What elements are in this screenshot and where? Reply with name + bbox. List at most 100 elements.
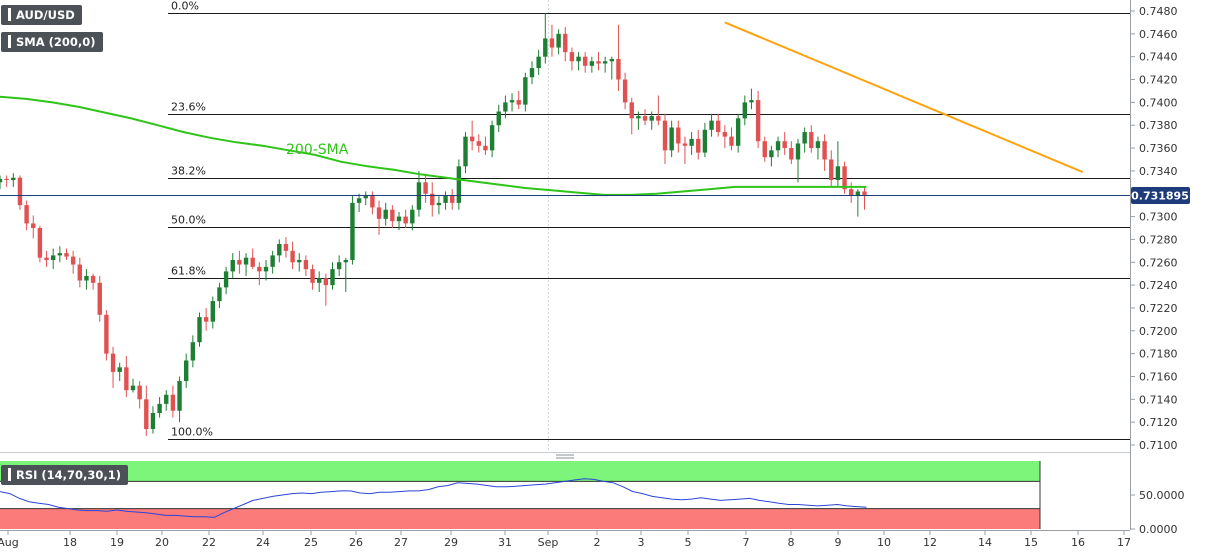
candle-body <box>117 367 122 372</box>
candle-up <box>350 196 355 265</box>
candle-down <box>170 385 176 418</box>
candle-body <box>330 269 335 286</box>
x-tick-label: Sep <box>538 536 559 549</box>
x-tick-label: 7 <box>743 536 750 549</box>
candle-down <box>290 241 295 270</box>
candle-body <box>516 100 521 105</box>
candle-down <box>822 134 827 171</box>
candle-body <box>742 102 747 119</box>
candle-up <box>243 253 249 276</box>
rsi-overbought-zone <box>0 461 1040 482</box>
indicator-badge[interactable]: SMA (200,0) <box>1 32 103 52</box>
candle-body <box>543 38 548 57</box>
fib-label: 100.0% <box>171 426 213 439</box>
rsi-badge[interactable]: RSI (14,70,30,1) <box>1 465 129 485</box>
candle-body <box>343 259 348 263</box>
candle-down <box>323 273 329 306</box>
candle-body <box>396 216 402 222</box>
candle-body <box>489 125 495 151</box>
candle-body <box>755 100 761 142</box>
y-tick-label: 0.7220 <box>1139 302 1178 315</box>
candle-body <box>336 262 342 270</box>
candle-down <box>203 307 209 331</box>
candle-body <box>795 143 801 160</box>
candle-body <box>390 209 395 222</box>
candle-body <box>263 266 269 272</box>
candle-down <box>44 250 49 267</box>
candle-up <box>197 312 202 347</box>
candle-body <box>104 314 109 354</box>
candle-down <box>849 182 854 203</box>
candle-body <box>184 360 189 382</box>
trendline <box>724 21 1084 173</box>
candle-up <box>436 196 442 215</box>
candle-up <box>749 88 754 110</box>
candle-body <box>609 58 614 62</box>
candle-body <box>682 143 688 146</box>
candle-up <box>223 266 229 295</box>
candle-up <box>270 250 275 274</box>
candle-up <box>51 248 56 270</box>
y-tick-label: 0.7360 <box>1139 142 1178 155</box>
candle-down <box>622 72 628 110</box>
candle-body <box>70 256 76 265</box>
candle-body <box>496 111 501 126</box>
candle-body <box>303 259 309 270</box>
candle-body <box>842 166 847 190</box>
candle-down <box>4 175 9 187</box>
candle-down <box>310 264 315 290</box>
candle-down <box>403 209 408 228</box>
candle-down <box>70 250 76 274</box>
candle-down <box>842 161 847 194</box>
candle-body <box>243 257 249 265</box>
candle-up <box>496 104 501 133</box>
candle-up <box>855 189 861 217</box>
candle-up <box>0 175 3 190</box>
candle-down <box>257 262 262 286</box>
candle-down <box>124 355 129 398</box>
pane-resize-handle[interactable] <box>556 454 574 459</box>
x-tick-label: 5 <box>685 536 692 549</box>
candle-body <box>662 120 668 151</box>
candle-up <box>410 205 415 231</box>
candle-down <box>283 237 289 258</box>
y-tick-label: 0.7280 <box>1139 233 1178 246</box>
x-tick-label: 19 <box>110 536 124 549</box>
y-tick-label: 0.7400 <box>1139 96 1178 109</box>
candle-body <box>383 209 388 219</box>
candle-body <box>84 275 89 281</box>
rsi-oversold-zone <box>0 508 1040 529</box>
candle-body <box>722 132 728 137</box>
candle-down <box>37 225 43 263</box>
candle-body <box>523 77 528 105</box>
candle-down <box>716 113 721 137</box>
candle-body <box>177 381 182 411</box>
candle-down <box>616 24 621 91</box>
candle-up <box>57 246 63 263</box>
candle-down <box>829 150 834 187</box>
fib-label: 61.8% <box>171 265 206 278</box>
candle-up <box>164 390 169 411</box>
x-tick-label: 25 <box>304 536 318 549</box>
candle-up <box>589 56 595 73</box>
candle-up <box>669 120 674 158</box>
candle-up <box>503 95 508 119</box>
candle-body <box>476 141 481 146</box>
rsi-label: RSI (14,70,30,1) <box>16 468 122 482</box>
fib-label: 38.2% <box>171 165 206 178</box>
candle-body <box>31 223 36 228</box>
symbol-badge[interactable]: AUD/USD <box>1 5 82 25</box>
candle-body <box>90 275 96 283</box>
x-tick-label: 15 <box>1024 536 1038 549</box>
candle-up <box>536 49 541 75</box>
y-tick-label: 0.7100 <box>1139 439 1178 452</box>
candle-up <box>456 159 462 210</box>
y-tick-label: 0.7480 <box>1139 5 1178 18</box>
candle-body <box>283 243 289 251</box>
candle-body <box>669 127 674 151</box>
candle-body <box>310 269 315 283</box>
current-price-value: 0.731895 <box>1131 190 1189 203</box>
y-tick-label: 0.7380 <box>1139 119 1178 132</box>
